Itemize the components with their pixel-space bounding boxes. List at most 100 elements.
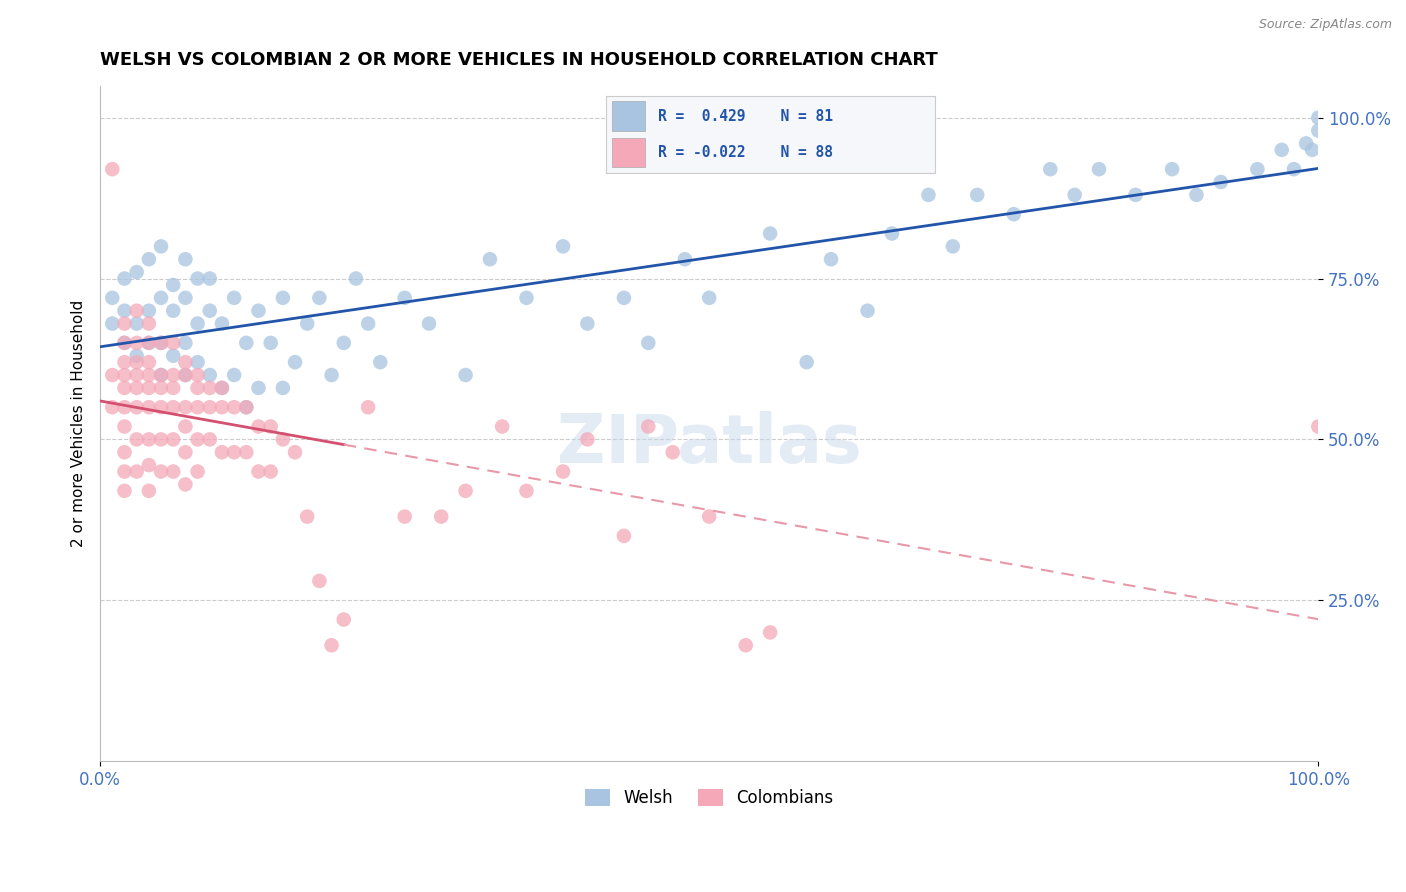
- Point: [880, 227, 903, 241]
- Point: [759, 227, 782, 241]
- Point: [1002, 207, 1025, 221]
- Point: [138, 317, 160, 331]
- Point: [150, 239, 173, 253]
- Point: [734, 638, 756, 652]
- Point: [308, 291, 330, 305]
- Point: [198, 401, 221, 415]
- Point: [114, 355, 136, 369]
- Point: [125, 303, 148, 318]
- Point: [114, 465, 136, 479]
- Point: [174, 335, 197, 350]
- Point: [187, 317, 209, 331]
- Point: [150, 368, 173, 382]
- Point: [576, 317, 599, 331]
- Point: [394, 509, 416, 524]
- Point: [454, 368, 477, 382]
- Point: [150, 335, 173, 350]
- Point: [271, 291, 294, 305]
- Point: [150, 433, 173, 447]
- Point: [138, 335, 160, 350]
- Point: [332, 335, 354, 350]
- Point: [551, 239, 574, 253]
- Point: [321, 368, 343, 382]
- Point: [697, 509, 720, 524]
- Point: [114, 335, 136, 350]
- Point: [162, 303, 184, 318]
- Point: [114, 303, 136, 318]
- Point: [247, 419, 270, 434]
- Point: [357, 317, 380, 331]
- Point: [138, 252, 160, 267]
- Point: [260, 419, 283, 434]
- Point: [187, 401, 209, 415]
- Point: [125, 465, 148, 479]
- Text: WELSH VS COLOMBIAN 2 OR MORE VEHICLES IN HOUSEHOLD CORRELATION CHART: WELSH VS COLOMBIAN 2 OR MORE VEHICLES IN…: [100, 51, 938, 69]
- Point: [114, 317, 136, 331]
- Point: [187, 355, 209, 369]
- Point: [357, 401, 380, 415]
- Point: [174, 252, 197, 267]
- Point: [344, 271, 367, 285]
- Point: [759, 625, 782, 640]
- Point: [138, 458, 160, 472]
- Point: [198, 271, 221, 285]
- Point: [1063, 187, 1085, 202]
- Point: [1301, 143, 1323, 157]
- Y-axis label: 2 or more Vehicles in Household: 2 or more Vehicles in Household: [72, 300, 86, 547]
- Point: [125, 335, 148, 350]
- Point: [247, 465, 270, 479]
- Point: [162, 401, 184, 415]
- Point: [284, 445, 307, 459]
- Point: [162, 465, 184, 479]
- Point: [394, 291, 416, 305]
- Point: [637, 335, 659, 350]
- Point: [1088, 162, 1111, 177]
- Point: [1125, 187, 1147, 202]
- Point: [114, 483, 136, 498]
- Point: [1308, 419, 1330, 434]
- Text: ZIPatlas: ZIPatlas: [557, 410, 862, 476]
- Point: [101, 162, 124, 177]
- Point: [211, 445, 233, 459]
- Point: [162, 335, 184, 350]
- Point: [198, 303, 221, 318]
- Point: [114, 401, 136, 415]
- Point: [856, 303, 879, 318]
- Point: [198, 381, 221, 395]
- Point: [271, 381, 294, 395]
- Point: [820, 252, 842, 267]
- Point: [114, 368, 136, 382]
- Point: [332, 613, 354, 627]
- Point: [271, 433, 294, 447]
- Point: [114, 335, 136, 350]
- Point: [515, 483, 537, 498]
- Point: [1295, 136, 1317, 151]
- Point: [1185, 187, 1208, 202]
- Point: [125, 317, 148, 331]
- Point: [1308, 111, 1330, 125]
- Point: [138, 335, 160, 350]
- Point: [1039, 162, 1062, 177]
- Point: [1246, 162, 1268, 177]
- Point: [235, 401, 257, 415]
- Point: [478, 252, 501, 267]
- Point: [697, 291, 720, 305]
- Point: [174, 368, 197, 382]
- Point: [211, 401, 233, 415]
- Point: [224, 368, 246, 382]
- Point: [174, 445, 197, 459]
- Point: [260, 465, 283, 479]
- Point: [235, 401, 257, 415]
- Point: [224, 445, 246, 459]
- Point: [1308, 123, 1330, 137]
- Point: [430, 509, 453, 524]
- Text: Source: ZipAtlas.com: Source: ZipAtlas.com: [1258, 18, 1392, 31]
- Point: [224, 291, 246, 305]
- Point: [198, 433, 221, 447]
- Point: [1209, 175, 1232, 189]
- Point: [150, 381, 173, 395]
- Point: [138, 401, 160, 415]
- Point: [235, 335, 257, 350]
- Point: [297, 509, 319, 524]
- Point: [162, 368, 184, 382]
